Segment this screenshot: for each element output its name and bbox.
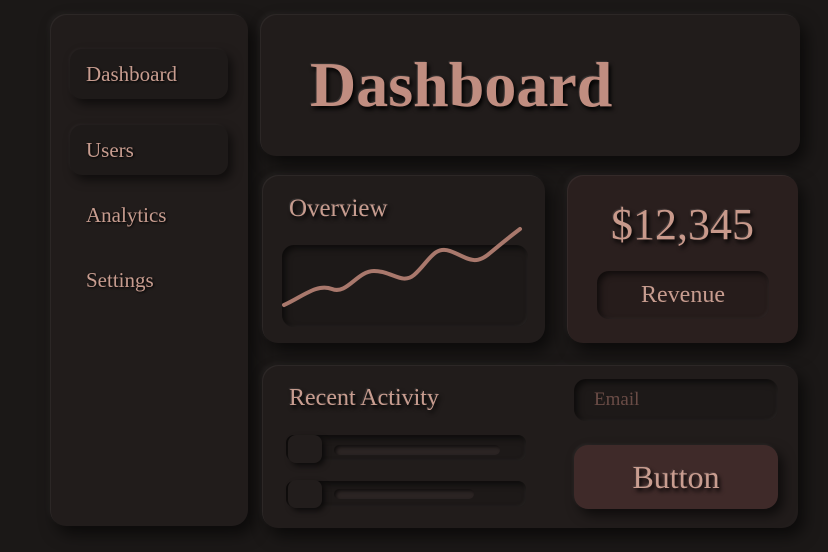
header: Dashboard	[260, 14, 800, 156]
revenue-card: $12,345 Revenue	[567, 175, 798, 343]
row-line	[334, 489, 474, 499]
activity-card: Recent Activity Email Button	[262, 365, 798, 528]
row-icon	[288, 435, 322, 463]
revenue-amount: $12,345	[611, 200, 754, 249]
sparkline-path	[282, 227, 522, 307]
nav-item[interactable]: Settings	[86, 268, 154, 292]
revenue-label: Revenue	[597, 271, 769, 319]
nav-item[interactable]: Users	[70, 125, 228, 175]
nav-item[interactable]: Analytics	[86, 203, 167, 227]
button[interactable]: Button	[574, 445, 778, 509]
sparkline	[282, 227, 522, 307]
overview-card: Overview	[262, 175, 545, 343]
activity-title: Recent Activity	[289, 385, 439, 411]
row-icon	[288, 480, 322, 508]
overview-title: Overview	[289, 195, 388, 222]
nav-item[interactable]: Dashboard	[70, 49, 228, 99]
email-input[interactable]: Email	[574, 379, 778, 421]
row-line	[334, 445, 500, 455]
header-title: Dashboard	[310, 49, 613, 120]
sidebar: Dashboard Users Analytics Settings	[50, 14, 248, 526]
